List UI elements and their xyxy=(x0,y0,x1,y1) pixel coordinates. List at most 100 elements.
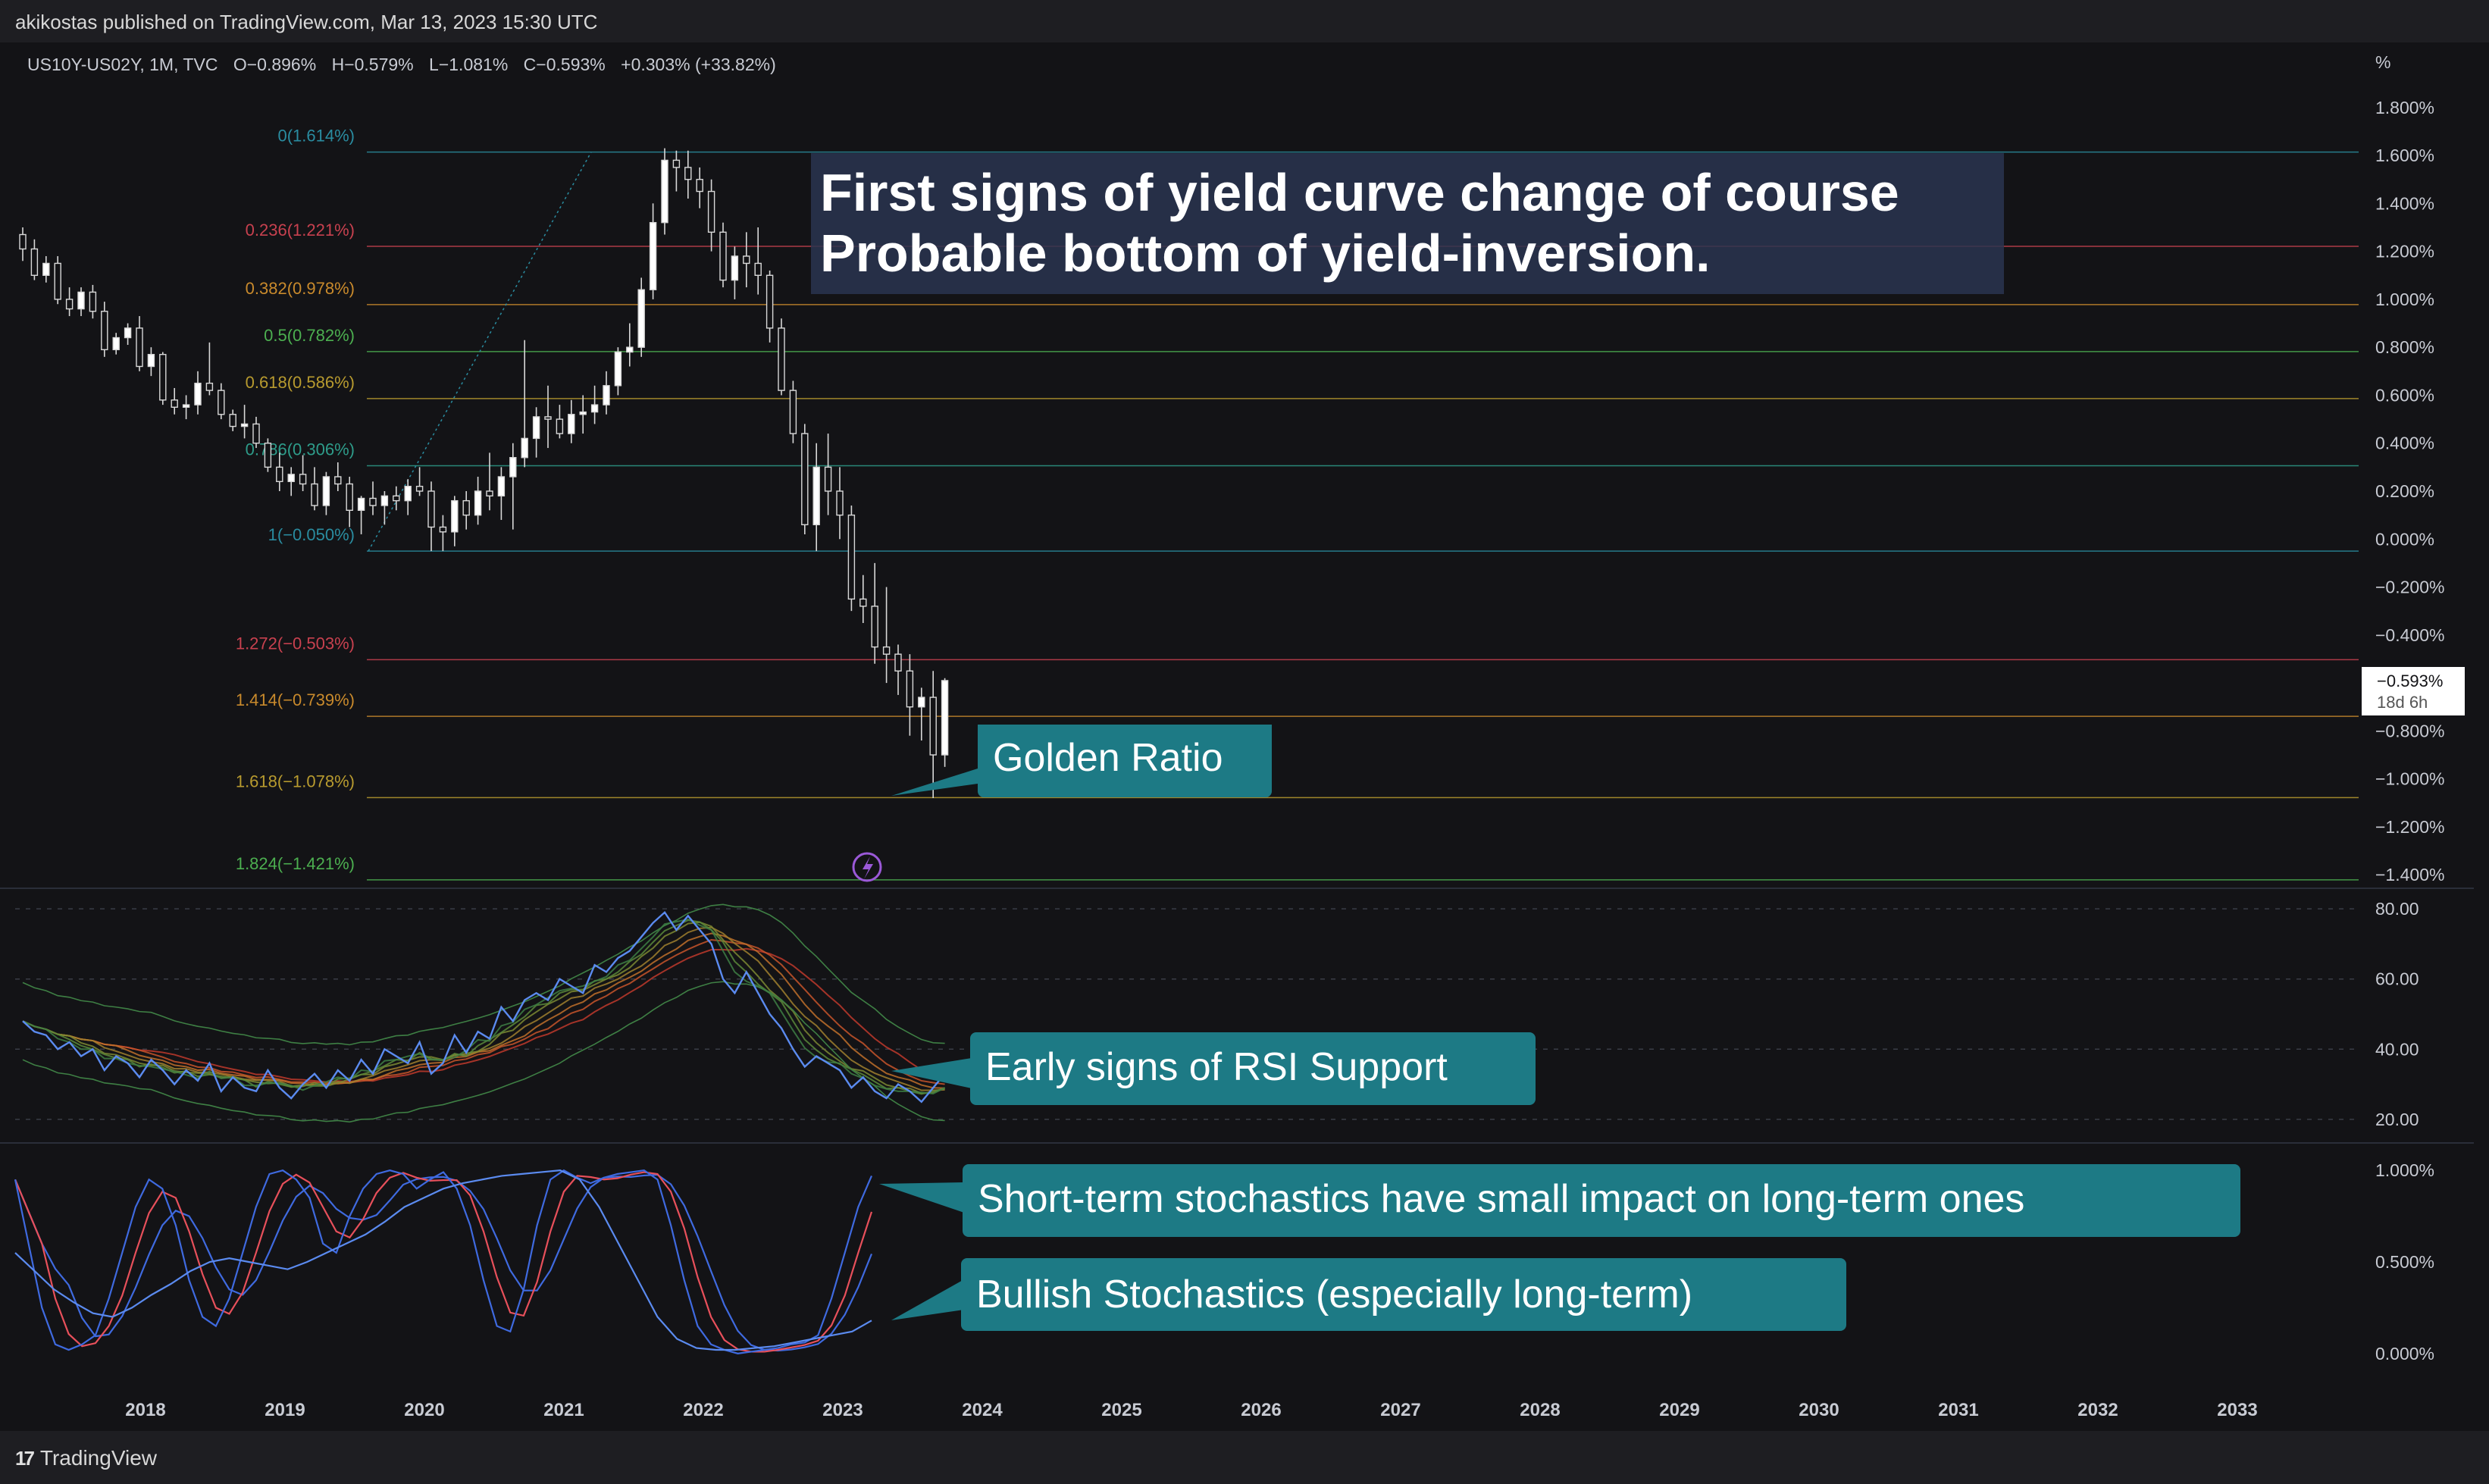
stoch-tick-label: 0.000% xyxy=(2375,1344,2434,1363)
candle xyxy=(486,452,493,511)
tradingview-brand-text: TradingView xyxy=(39,1446,158,1470)
rsi-ribbon-line xyxy=(22,918,946,1094)
candle xyxy=(380,491,389,525)
time-tick-label: 2023 xyxy=(822,1400,863,1420)
stochastics-pane: 1.000% 0.500% 0.000% xyxy=(14,1160,2434,1363)
candle xyxy=(404,479,412,515)
candle xyxy=(801,424,809,534)
candle xyxy=(322,471,330,515)
candle xyxy=(439,515,447,552)
legend-low-value: −1.081% xyxy=(439,55,508,74)
candle xyxy=(65,287,74,317)
price-tick-label: 1.400% xyxy=(2375,193,2434,213)
candle xyxy=(287,467,295,496)
fib-trend-line xyxy=(368,152,592,552)
rsi-tick-label: 80.00 xyxy=(2375,899,2419,919)
candle xyxy=(637,277,645,357)
stoch-long-line xyxy=(14,1169,872,1351)
price-tick-label: −1.200% xyxy=(2375,817,2444,837)
time-tick-label: 2025 xyxy=(1101,1400,1141,1420)
price-tick-label: 1.200% xyxy=(2375,242,2434,261)
candle xyxy=(509,443,517,530)
time-axis[interactable]: 2018 2019 2020 2021 2022 2023 2024 2025 2026 2027… xyxy=(125,1400,2257,1420)
short-term-callout[interactable]: Short-term stochastics have small impact… xyxy=(879,1164,2240,1237)
price-tick-label: −0.400% xyxy=(2375,625,2444,645)
time-tick-label: 2033 xyxy=(2217,1400,2257,1420)
price-tick-label: 0.800% xyxy=(2375,337,2434,357)
chart-area[interactable]: 1.800% 1.600% 1.400% 1.200% 1.000% 0.800% 0.60… xyxy=(0,42,2489,1431)
candle xyxy=(824,434,832,515)
rsi-line xyxy=(22,910,946,1104)
candle xyxy=(906,654,914,736)
time-tick-label: 2028 xyxy=(1520,1400,1560,1420)
candle xyxy=(194,371,202,415)
time-tick-label: 2026 xyxy=(1241,1400,1281,1420)
time-tick-label: 2022 xyxy=(683,1400,723,1420)
candle xyxy=(171,387,178,415)
candle xyxy=(136,316,143,371)
last-price-badge: −0.593% 18d 6h xyxy=(2362,667,2465,715)
candle xyxy=(147,347,155,377)
time-tick-label: 2031 xyxy=(1938,1400,1978,1420)
price-tick-label: 0.400% xyxy=(2375,434,2434,453)
candle xyxy=(451,496,459,546)
price-tick-label: 0.000% xyxy=(2375,529,2434,549)
fib-level-label: 0.5(0.782%) xyxy=(264,326,355,345)
legend-close-value: −0.593% xyxy=(536,55,605,74)
candle xyxy=(462,491,470,530)
symbol-legend[interactable]: US10Y-US02Y, 1M, TVC O−0.896% H−0.579% L… xyxy=(27,55,776,74)
event-flash-icon[interactable] xyxy=(852,852,882,882)
candle xyxy=(918,687,925,741)
candle xyxy=(159,352,167,405)
candle xyxy=(334,462,342,491)
tradingview-brand[interactable]: 17 TradingView xyxy=(15,1446,157,1470)
candle xyxy=(661,148,668,235)
candle xyxy=(731,246,739,299)
candle xyxy=(789,380,797,443)
candle xyxy=(941,678,949,767)
candle xyxy=(218,383,225,420)
candle xyxy=(101,302,108,357)
candle xyxy=(369,481,377,515)
candle xyxy=(474,477,482,525)
fib-level-label: 1(−0.050%) xyxy=(268,525,355,544)
price-tick-label: −1.000% xyxy=(2375,769,2444,789)
time-tick-label: 2030 xyxy=(1799,1400,1839,1420)
price-tick-label: 1.000% xyxy=(2375,290,2434,309)
stoch-k-line xyxy=(14,1169,873,1354)
price-tick-label: 1.600% xyxy=(2375,146,2434,165)
candle xyxy=(812,443,820,552)
time-tick-label: 2029 xyxy=(1659,1400,1699,1420)
price-tick-label: 1.800% xyxy=(2375,98,2434,117)
fib-level-label: 0.382(0.978%) xyxy=(246,279,355,298)
candle xyxy=(847,505,856,612)
time-tick-label: 2024 xyxy=(962,1400,1003,1420)
bullish-callout[interactable]: Bullish Stochastics (especially long-ter… xyxy=(891,1258,1846,1331)
candle xyxy=(205,342,214,396)
rsi-band-line xyxy=(22,981,945,1123)
main-price-pane: 1.800% 1.600% 1.400% 1.200% 1.000% 0.800% 0.60… xyxy=(0,98,2474,889)
fib-level-label: 1.272(−0.503%) xyxy=(236,634,355,653)
fib-level-label: 1.414(−0.739%) xyxy=(236,690,355,709)
rsi-ribbon-line xyxy=(22,947,945,1083)
candle xyxy=(696,167,703,208)
golden-ratio-callout[interactable]: Golden Ratio xyxy=(891,725,1272,797)
bar-countdown: 18d 6h xyxy=(2377,693,2428,712)
rsi-support-callout[interactable]: Early signs of RSI Support xyxy=(891,1032,1536,1105)
candle xyxy=(929,671,937,798)
rsi-ribbon-line xyxy=(22,932,945,1089)
candle xyxy=(311,467,318,511)
candle xyxy=(871,562,878,664)
candle xyxy=(497,467,506,520)
candle xyxy=(649,203,657,299)
legend-close-label: C xyxy=(524,55,537,74)
candle xyxy=(182,395,190,420)
candle xyxy=(346,477,353,528)
time-tick-label: 2027 xyxy=(1380,1400,1420,1420)
candle xyxy=(614,347,622,396)
fib-level-label: 0.786(0.306%) xyxy=(246,440,355,459)
axis-unit-percent: % xyxy=(2375,52,2390,72)
headline-box[interactable] xyxy=(811,153,2004,294)
candle xyxy=(836,467,844,540)
legend-change: +0.303% (+33.82%) xyxy=(621,55,776,74)
